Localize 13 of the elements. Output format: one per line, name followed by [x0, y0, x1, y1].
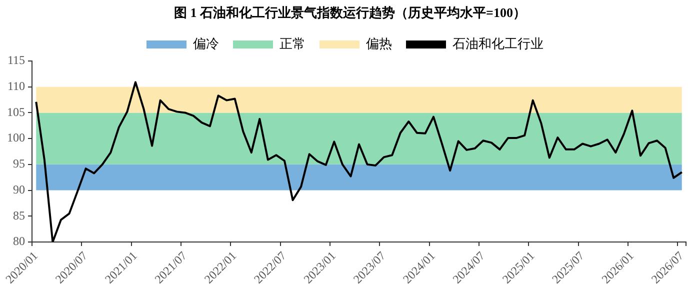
- legend-label: 偏冷: [193, 36, 219, 51]
- y-tick-label: 115: [7, 53, 25, 68]
- y-tick-label: 105: [7, 104, 25, 119]
- y-tick-label: 110: [7, 79, 25, 94]
- legend-label: 偏热: [366, 36, 392, 51]
- y-tick-label: 100: [7, 130, 25, 145]
- y-tick-label: 90: [13, 182, 25, 196]
- y-tick-label: 85: [13, 208, 25, 222]
- chart-title: 图 1 石油和化工行业景气指数运行趋势（历史平均水平=100）: [173, 4, 527, 22]
- legend-label: 正常: [280, 36, 306, 51]
- legend-label: 石油和化工行业: [452, 36, 544, 51]
- y-tick-label: 80: [13, 234, 25, 248]
- y-tick-label: 95: [13, 156, 25, 171]
